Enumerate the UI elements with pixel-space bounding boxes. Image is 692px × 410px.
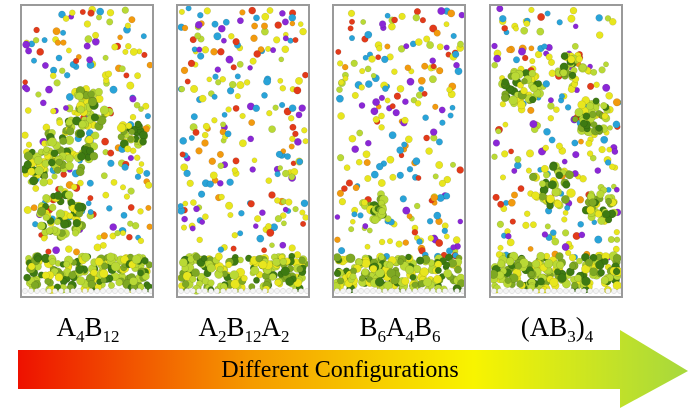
label-text: ): [575, 312, 585, 342]
label-subscript: 12: [244, 327, 262, 346]
label-subscript: 6: [432, 327, 441, 346]
label-subscript: 6: [377, 327, 387, 346]
gradient-arrow: [18, 330, 688, 408]
label-a2b12a2: A2B12A2: [164, 312, 324, 345]
simulation-panel-a4b12: [20, 4, 154, 298]
label-ab3-4: (AB3)4: [477, 312, 637, 345]
label-subscript: 2: [281, 327, 290, 346]
simulation-panel-a2b12a2: [176, 4, 310, 298]
label-text: A: [198, 312, 218, 342]
arrow-label: Different Configurations: [221, 357, 459, 383]
label-subscript: 3: [567, 327, 576, 346]
label-text: A: [56, 312, 76, 342]
simulation-panel-ab3-4: [489, 4, 623, 298]
label-subscript: 4: [75, 327, 85, 346]
label-subscript: 12: [102, 327, 120, 346]
label-text: (AB: [520, 312, 568, 342]
particle-field: [491, 6, 621, 294]
label-text: B: [414, 312, 433, 342]
label-text: A: [261, 312, 282, 342]
label-text: B: [226, 312, 245, 342]
particle-field: [334, 6, 464, 294]
label-subscript: 2: [217, 327, 227, 346]
label-text: B: [359, 312, 378, 342]
simulation-panel-b6a4b6: [332, 4, 466, 298]
particle-field: [22, 6, 152, 294]
label-subscript: 4: [405, 327, 415, 346]
label-text: A: [386, 312, 406, 342]
label-text: B: [84, 312, 103, 342]
particle-field: [178, 6, 308, 295]
label-subscript: 4: [584, 327, 594, 346]
label-a4b12: A4B12: [8, 312, 168, 345]
label-b6a4b6: B6A4B6: [320, 312, 480, 345]
